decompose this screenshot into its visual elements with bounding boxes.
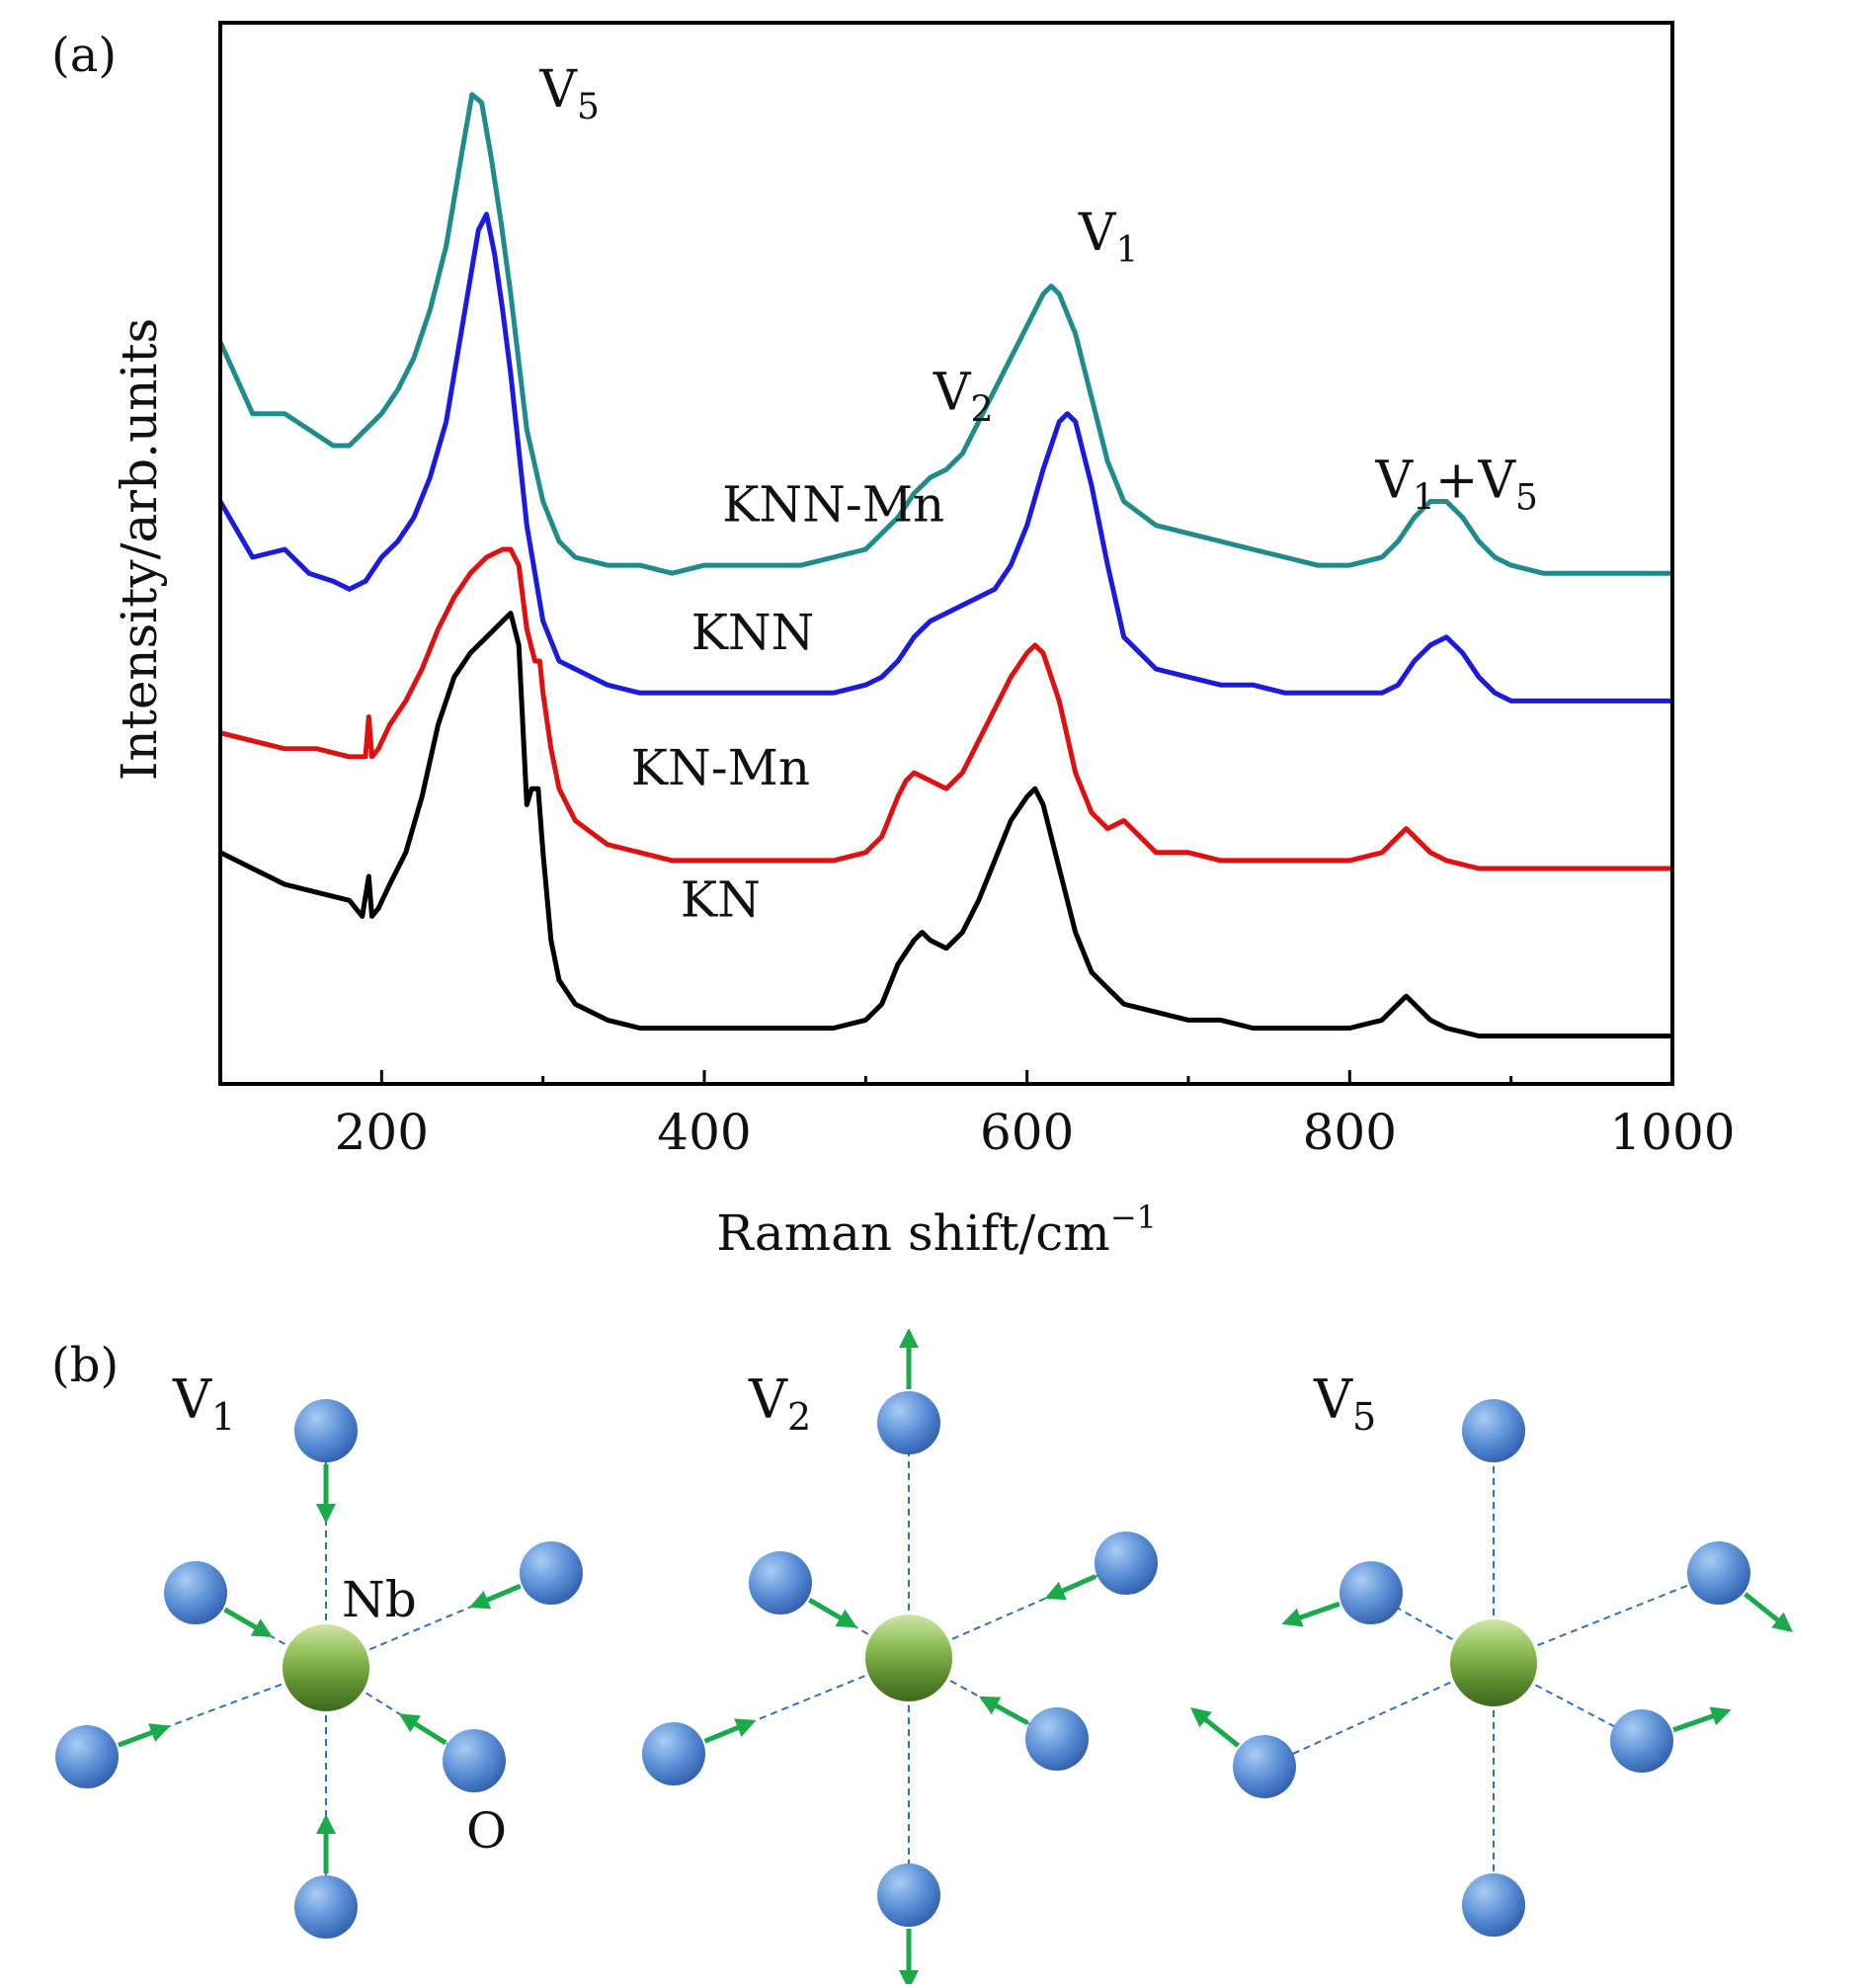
oxygen-atom [164, 1561, 227, 1624]
panel-a-raman-chart: (a) 200 400 600 800 1000 KNN-Mn KNN KN-Mn KN V5… [51, 21, 1736, 1262]
displacement-arrow [117, 1723, 171, 1748]
peak-annotation: V1 [1078, 204, 1138, 271]
mode-label: V2 [748, 1368, 811, 1439]
x-tick-label: 800 [1303, 1104, 1397, 1161]
displacement-arrow [398, 1713, 447, 1746]
x-axis-label-text: Raman shift/cm [716, 1204, 1110, 1262]
displacement-arrow [808, 1598, 857, 1628]
peak-annotation: V2 [933, 364, 993, 431]
oxygen-atom [294, 1875, 358, 1939]
oxygen-atom [55, 1725, 119, 1788]
niobium-label: Nb [342, 1571, 417, 1628]
panel-a-label: (a) [51, 28, 118, 83]
series-label-kn-mn: KN-Mn [631, 739, 810, 796]
series-labels: KNN-Mn KNN KN-Mn KN [631, 476, 945, 929]
raman-chart-svg: 200 400 600 800 1000 KNN-Mn KNN KN-Mn KN V5 V2 V1… [111, 21, 1736, 1262]
oxygen-atom [642, 1722, 705, 1785]
mode-v5-group: V5 [1190, 1368, 1793, 1937]
series-label-kn: KN [681, 870, 761, 928]
series-label-knn-mn: KNN-Mn [722, 476, 944, 534]
oxygen-atom [1462, 1873, 1525, 1937]
y-axis-label: Intensity/arb.units [111, 318, 168, 781]
oxygen-atom [1025, 1707, 1089, 1771]
displacement-arrow [1281, 1601, 1340, 1627]
series-line-kn [218, 611, 1672, 1038]
oxygen-atom [1095, 1532, 1158, 1595]
series-label-knn: KNN [691, 604, 815, 661]
mode-label: V1 [172, 1368, 235, 1439]
displacement-arrow [1672, 1706, 1732, 1733]
oxygen-atom [877, 1391, 940, 1454]
x-tick-label: 400 [657, 1104, 751, 1161]
mode-groups: V1 Nb O V2 V5 [55, 1328, 1793, 1988]
niobium-atom [865, 1615, 952, 1701]
oxygen-atom [877, 1864, 940, 1927]
peak-annotation: V5 [538, 60, 599, 127]
x-axis-label: Raman shift/cm−1 [716, 1199, 1157, 1262]
oxygen-atom [1462, 1399, 1525, 1462]
displacement-arrow [979, 1696, 1029, 1725]
niobium-atom [283, 1624, 369, 1711]
oxygen-atom [1339, 1561, 1403, 1624]
peak-annotation: V1+V5 [1374, 451, 1538, 518]
niobium-atom [1450, 1619, 1537, 1706]
series-line-knn [217, 211, 1672, 704]
chart-series-group [217, 92, 1672, 1038]
oxygen-atom [749, 1551, 812, 1615]
oxygen-atom [294, 1399, 358, 1462]
mode-v2-group: V2 [642, 1328, 1158, 1988]
peak-annotations: V5 V2 V1 V1+V5 [538, 60, 1538, 519]
oxygen-label: O [466, 1802, 507, 1860]
vibration-mode-diagram: V1 Nb O V2 V5 [55, 1328, 1793, 1988]
plot-frame [218, 21, 1674, 1086]
oxygen-atom [443, 1729, 506, 1792]
oxygen-atom [520, 1541, 583, 1605]
displacement-arrow [1044, 1574, 1096, 1601]
mode-label: V5 [1313, 1368, 1376, 1439]
oxygen-atom [1687, 1541, 1750, 1605]
x-tick-label: 1000 [1609, 1104, 1735, 1161]
panel-b-vibration-modes: (b) V1 Nb O V2 V5 [0, 1314, 1867, 1988]
x-axis-label-superscript: −1 [1110, 1199, 1157, 1236]
panel-b-label: (b) [51, 1338, 120, 1393]
oxygen-atom [1610, 1709, 1673, 1773]
x-tick-label: 200 [335, 1104, 429, 1161]
displacement-arrow [1743, 1592, 1793, 1632]
displacement-arrow [469, 1583, 522, 1610]
x-axis-ticks: 200 400 600 800 1000 [335, 1070, 1736, 1161]
series-line-kn-mn [219, 546, 1672, 871]
displacement-arrow [1190, 1707, 1241, 1748]
oxygen-atom [1233, 1735, 1296, 1798]
displacement-arrow [223, 1607, 273, 1638]
displacement-arrow [703, 1718, 757, 1744]
x-tick-label: 600 [980, 1104, 1074, 1161]
mode-v1-group: V1 Nb O [55, 1368, 583, 1939]
series-line-knn-mn [217, 92, 1672, 576]
